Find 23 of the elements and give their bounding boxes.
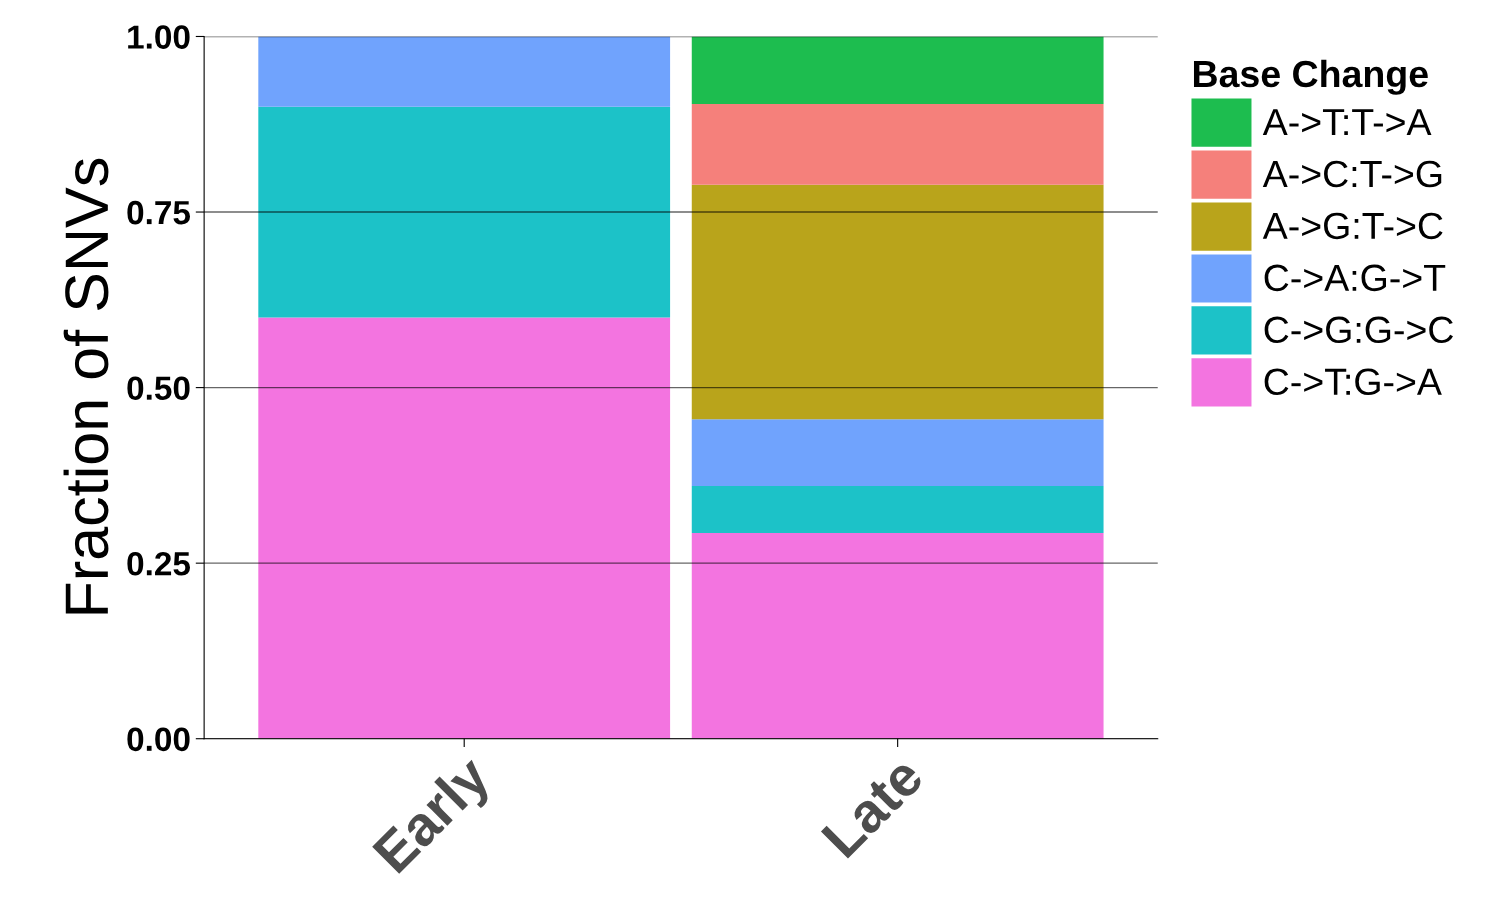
bar bbox=[691, 36, 1104, 104]
y-axis-title: Fraction of SNVs bbox=[63, 158, 109, 614]
bar bbox=[258, 317, 671, 739]
y-tick-label: 0.50 bbox=[127, 376, 190, 401]
bar bbox=[258, 106, 671, 318]
legend-label: C->T:G->A bbox=[1264, 368, 1442, 396]
bar bbox=[691, 419, 1104, 486]
y-tick-label: 1.00 bbox=[128, 25, 190, 49]
legend-label: A->G:T->C bbox=[1262, 212, 1443, 240]
x-tick-label: Late bbox=[820, 754, 926, 859]
legend-label: C->G:G->C bbox=[1264, 316, 1453, 344]
bar bbox=[691, 103, 1104, 185]
legend-label: C->A:G->T bbox=[1264, 264, 1446, 292]
y-tick-label: 0.75 bbox=[127, 200, 191, 225]
bar bbox=[691, 184, 1104, 420]
bar bbox=[258, 36, 671, 107]
y-tick-label: 0.00 bbox=[127, 727, 190, 752]
legend-title: Base Change bbox=[1193, 59, 1428, 95]
legend-label: A->T:T->A bbox=[1262, 109, 1432, 135]
bar bbox=[691, 485, 1104, 533]
legend-label: A->C:T->G bbox=[1262, 160, 1442, 188]
y-tick-label: 0.25 bbox=[127, 551, 191, 576]
bar bbox=[691, 532, 1104, 739]
